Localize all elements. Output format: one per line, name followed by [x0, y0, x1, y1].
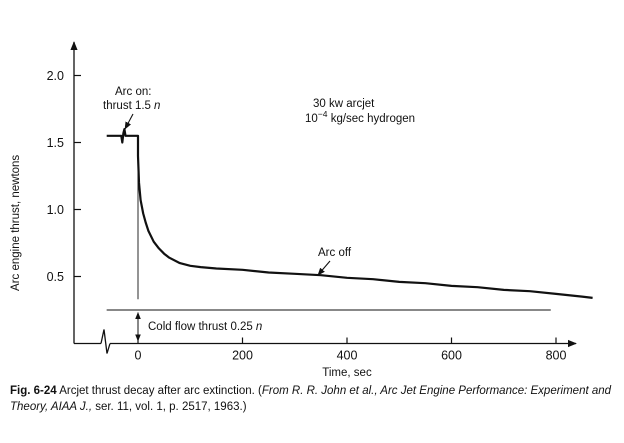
- x-tick-label: 200: [232, 349, 253, 363]
- conditions-exponent: −4: [318, 109, 328, 119]
- x-axis-title: Time, sec: [322, 367, 372, 379]
- caption-citation-open: (: [258, 385, 262, 397]
- series-marks: [106, 113, 593, 342]
- conditions-line2: 10−4 kg/sec hydrogen: [305, 109, 415, 125]
- caption-citation-series: ser. 11, vol. 1, p. 2517, 1963.): [95, 401, 247, 413]
- caption-citation: From R. R. John et al., Arc Jet Engine P…: [10, 385, 612, 413]
- y-tick-label: 1.0: [47, 203, 64, 217]
- arc-on-pointer-arrow: [124, 113, 134, 130]
- arc-on-label-line2: thrust 1.5 n: [103, 100, 160, 112]
- arc-on-label-line1: Arc on:: [115, 86, 151, 98]
- cold-flow-text: Cold flow thrust 0.25: [148, 321, 253, 333]
- y-tick-label: 0.5: [47, 270, 64, 284]
- caption-text: Arcjet thrust decay after arc extinction…: [59, 385, 255, 397]
- arc-off-pointer-arrow: [317, 260, 331, 276]
- y-tick-label: 1.5: [47, 136, 64, 150]
- x-tick-label: 0: [135, 349, 142, 363]
- x-tick-label: 800: [546, 349, 567, 363]
- cold-flow-unit: n: [256, 321, 262, 333]
- x-axis-break-mark: [100, 329, 111, 354]
- figure-caption: Fig. 6-24 Arcjet thrust decay after arc …: [10, 383, 618, 415]
- arc-on-value: thrust 1.5: [103, 100, 151, 112]
- figure-number: Fig. 6-24: [10, 385, 57, 397]
- cold-flow-label: Cold flow thrust 0.25 n: [148, 321, 262, 333]
- conditions-rest: kg/sec hydrogen: [328, 113, 416, 125]
- x-tick-label: 400: [337, 349, 358, 363]
- conditions-line1: 30 kw arcjet: [313, 98, 375, 110]
- arc-on-unit: n: [154, 100, 160, 112]
- y-axis-title: Arc engine thrust, newtons: [10, 155, 22, 291]
- x-tick-label: 600: [441, 349, 462, 363]
- conditions-base: 10: [305, 113, 318, 125]
- chart-plot: 0.5 1.0 1.5 2.0 0 200 400 600 800 Time, sec Arc en…: [10, 41, 593, 379]
- y-tick-label: 2.0: [47, 69, 64, 83]
- text-annotations: 0.5 1.0 1.5 2.0 0 200 400 600 800 Time, sec Arc en…: [10, 69, 566, 379]
- axes: [70, 41, 577, 354]
- series-line: [106, 128, 593, 299]
- arc-off-label: Arc off: [318, 247, 352, 259]
